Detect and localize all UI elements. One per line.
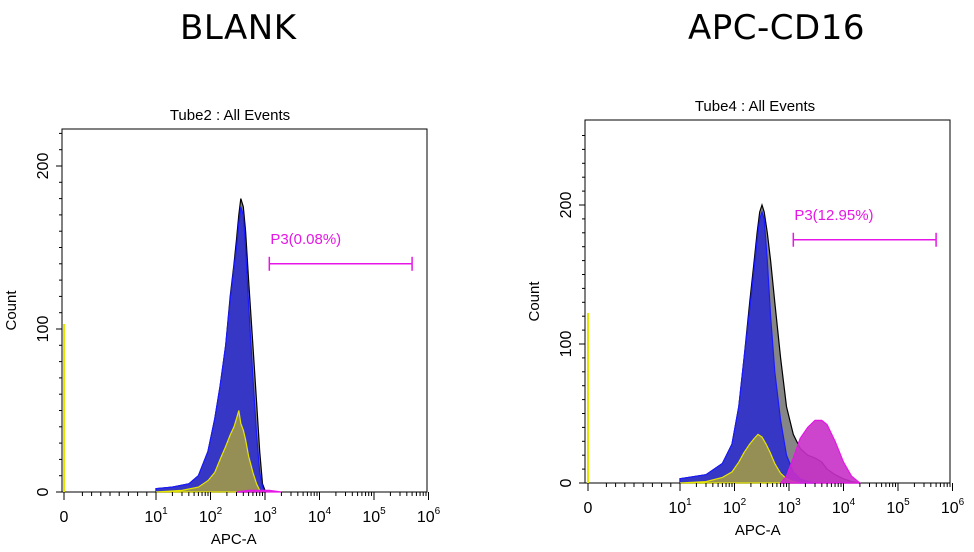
chart-title: Tube2 : All Events (170, 107, 290, 124)
x-tick-label: 0 (60, 509, 69, 526)
x-tick-label: 104 (832, 497, 856, 517)
gate-label: P3(12.95%) (794, 207, 873, 224)
y-tick-label: 0 (558, 478, 575, 487)
x-tick-label: 102 (199, 506, 223, 526)
y-axis-label: Count (526, 281, 543, 322)
histogram-series-1 (155, 206, 266, 493)
x-tick-label: 0 (584, 500, 593, 517)
x-tick-label: 103 (253, 506, 277, 526)
x-axis-label: APC-A (211, 531, 257, 548)
x-tick-label: 101 (144, 506, 168, 526)
histogram-series-3 (779, 419, 862, 484)
x-tick-label: 105 (362, 506, 386, 526)
y-tick-label: 200 (35, 153, 52, 180)
x-tick-label: 103 (777, 497, 801, 517)
y-axis-label: Count (3, 290, 20, 331)
y-tick-label: 100 (558, 331, 575, 358)
histogram-series-2 (155, 410, 265, 493)
chart-panel-1: Tube4 : All Events 0 100 200 Count 0 101 102 103… (526, 98, 965, 539)
y-tick-label: 0 (35, 487, 52, 496)
chart-panel-0: Tube2 : All Events 0 100 200 Count 0 101 102 103… (3, 107, 441, 548)
x-tick-label: 105 (886, 497, 910, 517)
x-tick-label: 104 (308, 506, 332, 526)
x-tick-label: 101 (668, 497, 692, 517)
x-tick-label: 106 (941, 497, 965, 517)
gate-label: P3(0.08%) (270, 231, 341, 248)
x-axis-label: APC-A (735, 522, 781, 539)
panel-heading-blank: BLANK (180, 8, 297, 48)
y-tick-label: 100 (35, 316, 52, 343)
x-tick-label: 106 (417, 506, 441, 526)
panel-heading-apc-cd16: APC-CD16 (688, 8, 865, 48)
histogram-series-3 (236, 489, 282, 493)
x-tick-label: 102 (723, 497, 747, 517)
chart-title: Tube4 : All Events (695, 98, 815, 115)
y-tick-label: 200 (558, 192, 575, 219)
